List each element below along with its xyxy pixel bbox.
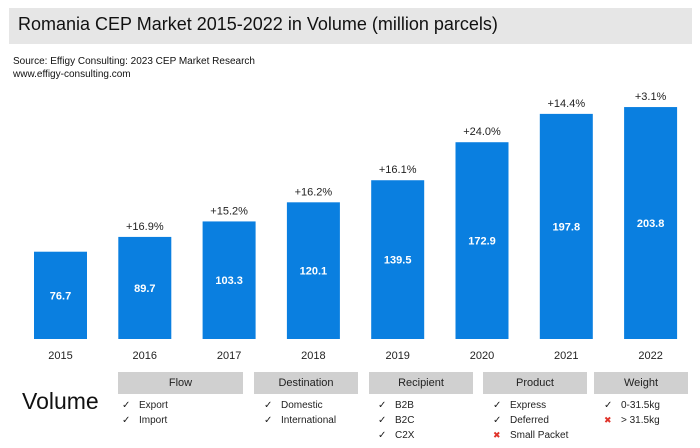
category-header: Product bbox=[483, 372, 587, 394]
cross-icon: ✖ bbox=[604, 415, 612, 425]
data-label: 76.7 bbox=[50, 290, 71, 302]
data-label: 103.3 bbox=[215, 275, 243, 287]
bar-2017 bbox=[202, 221, 256, 339]
x-tick-label: 2020 bbox=[470, 350, 494, 362]
category-flow: Flow ✓ Export ✓ Import bbox=[118, 372, 243, 428]
x-tick-label: 2021 bbox=[554, 350, 578, 362]
item-label: Import bbox=[139, 415, 168, 426]
list-item: ✓ 0-31.5kg bbox=[604, 398, 688, 413]
x-tick-label: 2022 bbox=[638, 350, 662, 362]
list-item: ✓ International bbox=[264, 413, 358, 428]
volume-label: Volume bbox=[22, 388, 99, 414]
growth-label: +24.0% bbox=[463, 126, 501, 138]
check-icon: ✓ bbox=[264, 415, 273, 426]
website-text: www.effigy-consulting.com bbox=[13, 69, 131, 80]
bar-2016 bbox=[118, 236, 172, 339]
list-item: ✓ B2C bbox=[378, 413, 473, 428]
category-header: Flow bbox=[118, 372, 243, 394]
item-label: Export bbox=[139, 400, 168, 411]
category-recipient: Recipient ✓ B2B ✓ B2C ✓ C2X bbox=[369, 372, 473, 443]
bar-chart: 76.7 2015 89.7 +16.9% 2016 103.3 +15.2% 2017 120… bbox=[34, 91, 678, 362]
check-icon: ✓ bbox=[493, 400, 502, 411]
bar-2021 bbox=[539, 113, 593, 339]
check-icon: ✓ bbox=[264, 400, 273, 411]
list-item: ✓ C2X bbox=[378, 428, 473, 443]
item-label: B2B bbox=[395, 400, 414, 411]
cross-icon: ✖ bbox=[493, 430, 501, 440]
category-header: Recipient bbox=[369, 372, 473, 394]
bar-2019 bbox=[371, 180, 425, 339]
check-icon: ✓ bbox=[378, 415, 387, 426]
x-tick-label: 2019 bbox=[385, 350, 409, 362]
growth-label: +15.2% bbox=[210, 205, 248, 217]
list-item: ✓ Import bbox=[122, 413, 243, 428]
data-label: 139.5 bbox=[384, 255, 412, 267]
item-label: Small Packet bbox=[510, 430, 569, 441]
data-label: 172.9 bbox=[468, 236, 496, 248]
x-tick-label: 2018 bbox=[301, 350, 325, 362]
list-item: ✓ Export bbox=[122, 398, 243, 413]
item-label: Domestic bbox=[281, 400, 323, 411]
growth-label: +3.1% bbox=[635, 91, 667, 103]
check-icon: ✓ bbox=[493, 415, 502, 426]
bar-2022 bbox=[624, 107, 678, 340]
item-label: International bbox=[281, 415, 337, 426]
list-item: ✓ Domestic bbox=[264, 398, 358, 413]
category-destination: Destination ✓ Domestic ✓ International bbox=[254, 372, 358, 428]
check-icon: ✓ bbox=[604, 400, 613, 411]
item-label: Express bbox=[510, 400, 547, 411]
category-weight: Weight ✓ 0-31.5kg ✖ > 31.5kg bbox=[594, 372, 688, 428]
source-text: Source: Effigy Consulting: 2023 CEP Mark… bbox=[13, 56, 255, 67]
title-bar: Romania CEP Market 2015-2022 in Volume (… bbox=[9, 8, 692, 44]
list-item: ✓ B2B bbox=[378, 398, 473, 413]
data-label: 203.8 bbox=[637, 218, 665, 230]
growth-label: +16.2% bbox=[295, 186, 333, 198]
growth-label: +14.4% bbox=[547, 98, 585, 110]
item-label: 0-31.5kg bbox=[621, 400, 660, 411]
check-icon: ✓ bbox=[122, 415, 131, 426]
list-item: ✓ Express bbox=[493, 398, 587, 413]
x-tick-label: 2017 bbox=[217, 350, 241, 362]
bar-2015 bbox=[34, 251, 87, 339]
item-label: > 31.5kg bbox=[621, 415, 660, 426]
chart-title: Romania CEP Market 2015-2022 in Volume (… bbox=[18, 14, 498, 34]
check-icon: ✓ bbox=[378, 430, 387, 441]
category-header: Weight bbox=[594, 372, 688, 394]
list-item: ✖ > 31.5kg bbox=[604, 413, 688, 428]
growth-label: +16.9% bbox=[126, 221, 164, 233]
item-label: Deferred bbox=[510, 415, 549, 426]
bar-2020 bbox=[455, 142, 509, 339]
data-label: 197.8 bbox=[553, 221, 581, 233]
category-header: Destination bbox=[254, 372, 358, 394]
list-item: ✖ Small Packet bbox=[493, 428, 587, 443]
bar-2018 bbox=[286, 202, 340, 339]
growth-label: +16.1% bbox=[379, 164, 417, 176]
x-tick-label: 2016 bbox=[133, 350, 157, 362]
data-label: 89.7 bbox=[134, 283, 155, 295]
data-label: 120.1 bbox=[300, 266, 328, 278]
list-item: ✓ Deferred bbox=[493, 413, 587, 428]
x-tick-label: 2015 bbox=[48, 350, 72, 362]
item-label: B2C bbox=[395, 415, 415, 426]
category-product: Product ✓ Express ✓ Deferred ✖ Small Packet bbox=[483, 372, 587, 443]
check-icon: ✓ bbox=[378, 400, 387, 411]
check-icon: ✓ bbox=[122, 400, 131, 411]
item-label: C2X bbox=[395, 430, 415, 441]
